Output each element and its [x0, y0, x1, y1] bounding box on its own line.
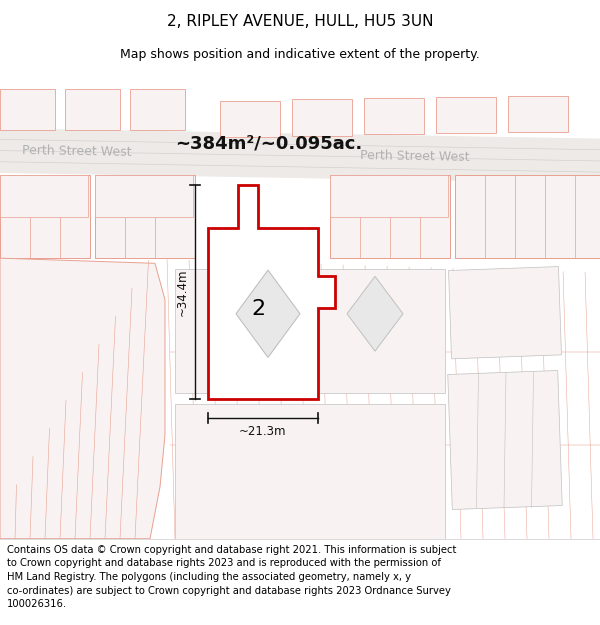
Text: Contains OS data © Crown copyright and database right 2021. This information is : Contains OS data © Crown copyright and d… [7, 545, 457, 609]
Polygon shape [436, 97, 496, 133]
Polygon shape [65, 89, 120, 130]
Polygon shape [0, 89, 55, 130]
Text: 2: 2 [251, 299, 265, 319]
Polygon shape [0, 128, 600, 183]
Polygon shape [0, 279, 150, 539]
Polygon shape [0, 175, 90, 258]
Polygon shape [292, 99, 352, 136]
Text: ~384m²/~0.095ac.: ~384m²/~0.095ac. [175, 134, 362, 152]
Text: Perth Street West: Perth Street West [22, 144, 132, 158]
Polygon shape [508, 96, 568, 132]
Polygon shape [208, 185, 335, 399]
Polygon shape [330, 175, 450, 258]
Polygon shape [448, 371, 562, 509]
Polygon shape [130, 89, 185, 130]
Text: Perth Street West: Perth Street West [360, 149, 470, 164]
Polygon shape [236, 270, 300, 358]
Text: 2, RIPLEY AVENUE, HULL, HU5 3UN: 2, RIPLEY AVENUE, HULL, HU5 3UN [167, 14, 433, 29]
Polygon shape [347, 276, 403, 351]
Polygon shape [0, 175, 88, 216]
Text: ~34.4m: ~34.4m [176, 268, 189, 316]
Polygon shape [175, 269, 445, 393]
Polygon shape [455, 175, 600, 258]
Polygon shape [449, 266, 562, 359]
Polygon shape [330, 175, 448, 216]
Polygon shape [220, 101, 280, 137]
Polygon shape [95, 175, 195, 258]
Polygon shape [364, 98, 424, 134]
Text: ~21.3m: ~21.3m [239, 425, 287, 438]
Polygon shape [0, 258, 165, 539]
Polygon shape [175, 404, 445, 539]
Text: Map shows position and indicative extent of the property.: Map shows position and indicative extent… [120, 48, 480, 61]
Polygon shape [95, 175, 193, 216]
